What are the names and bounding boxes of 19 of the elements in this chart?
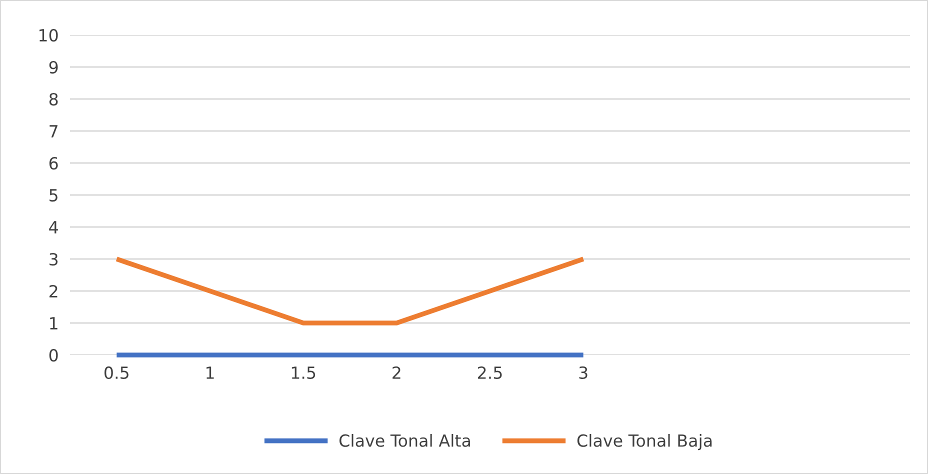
y-tick-label: 3 — [50, 252, 58, 266]
y-tick-label: 4 — [49, 221, 58, 234]
y-tick-label: 8 — [49, 92, 58, 106]
x-tick-label: 3 — [579, 366, 588, 380]
y-tick-label: 6 — [49, 156, 58, 170]
legend-label: Clave Tonal Baja — [577, 434, 712, 450]
y-tick-label: 9 — [49, 60, 58, 74]
x-tick-label: 1 — [206, 366, 214, 379]
y-tick-label: 5 — [50, 189, 58, 202]
y-tick-label: 2 — [50, 284, 58, 298]
y-tick-label: 10 — [40, 28, 58, 42]
y-tick-label: 0 — [49, 348, 58, 362]
x-tick-label: 2.5 — [478, 366, 502, 380]
y-tick-label: 7 — [50, 125, 58, 138]
y-tick-label: 1 — [50, 317, 58, 330]
legend-label: Clave Tonal Alta — [339, 434, 470, 447]
x-tick-label: 1.5 — [292, 366, 316, 380]
x-tick-label: 0.5 — [104, 366, 128, 380]
x-tick-label: 2 — [392, 366, 400, 379]
